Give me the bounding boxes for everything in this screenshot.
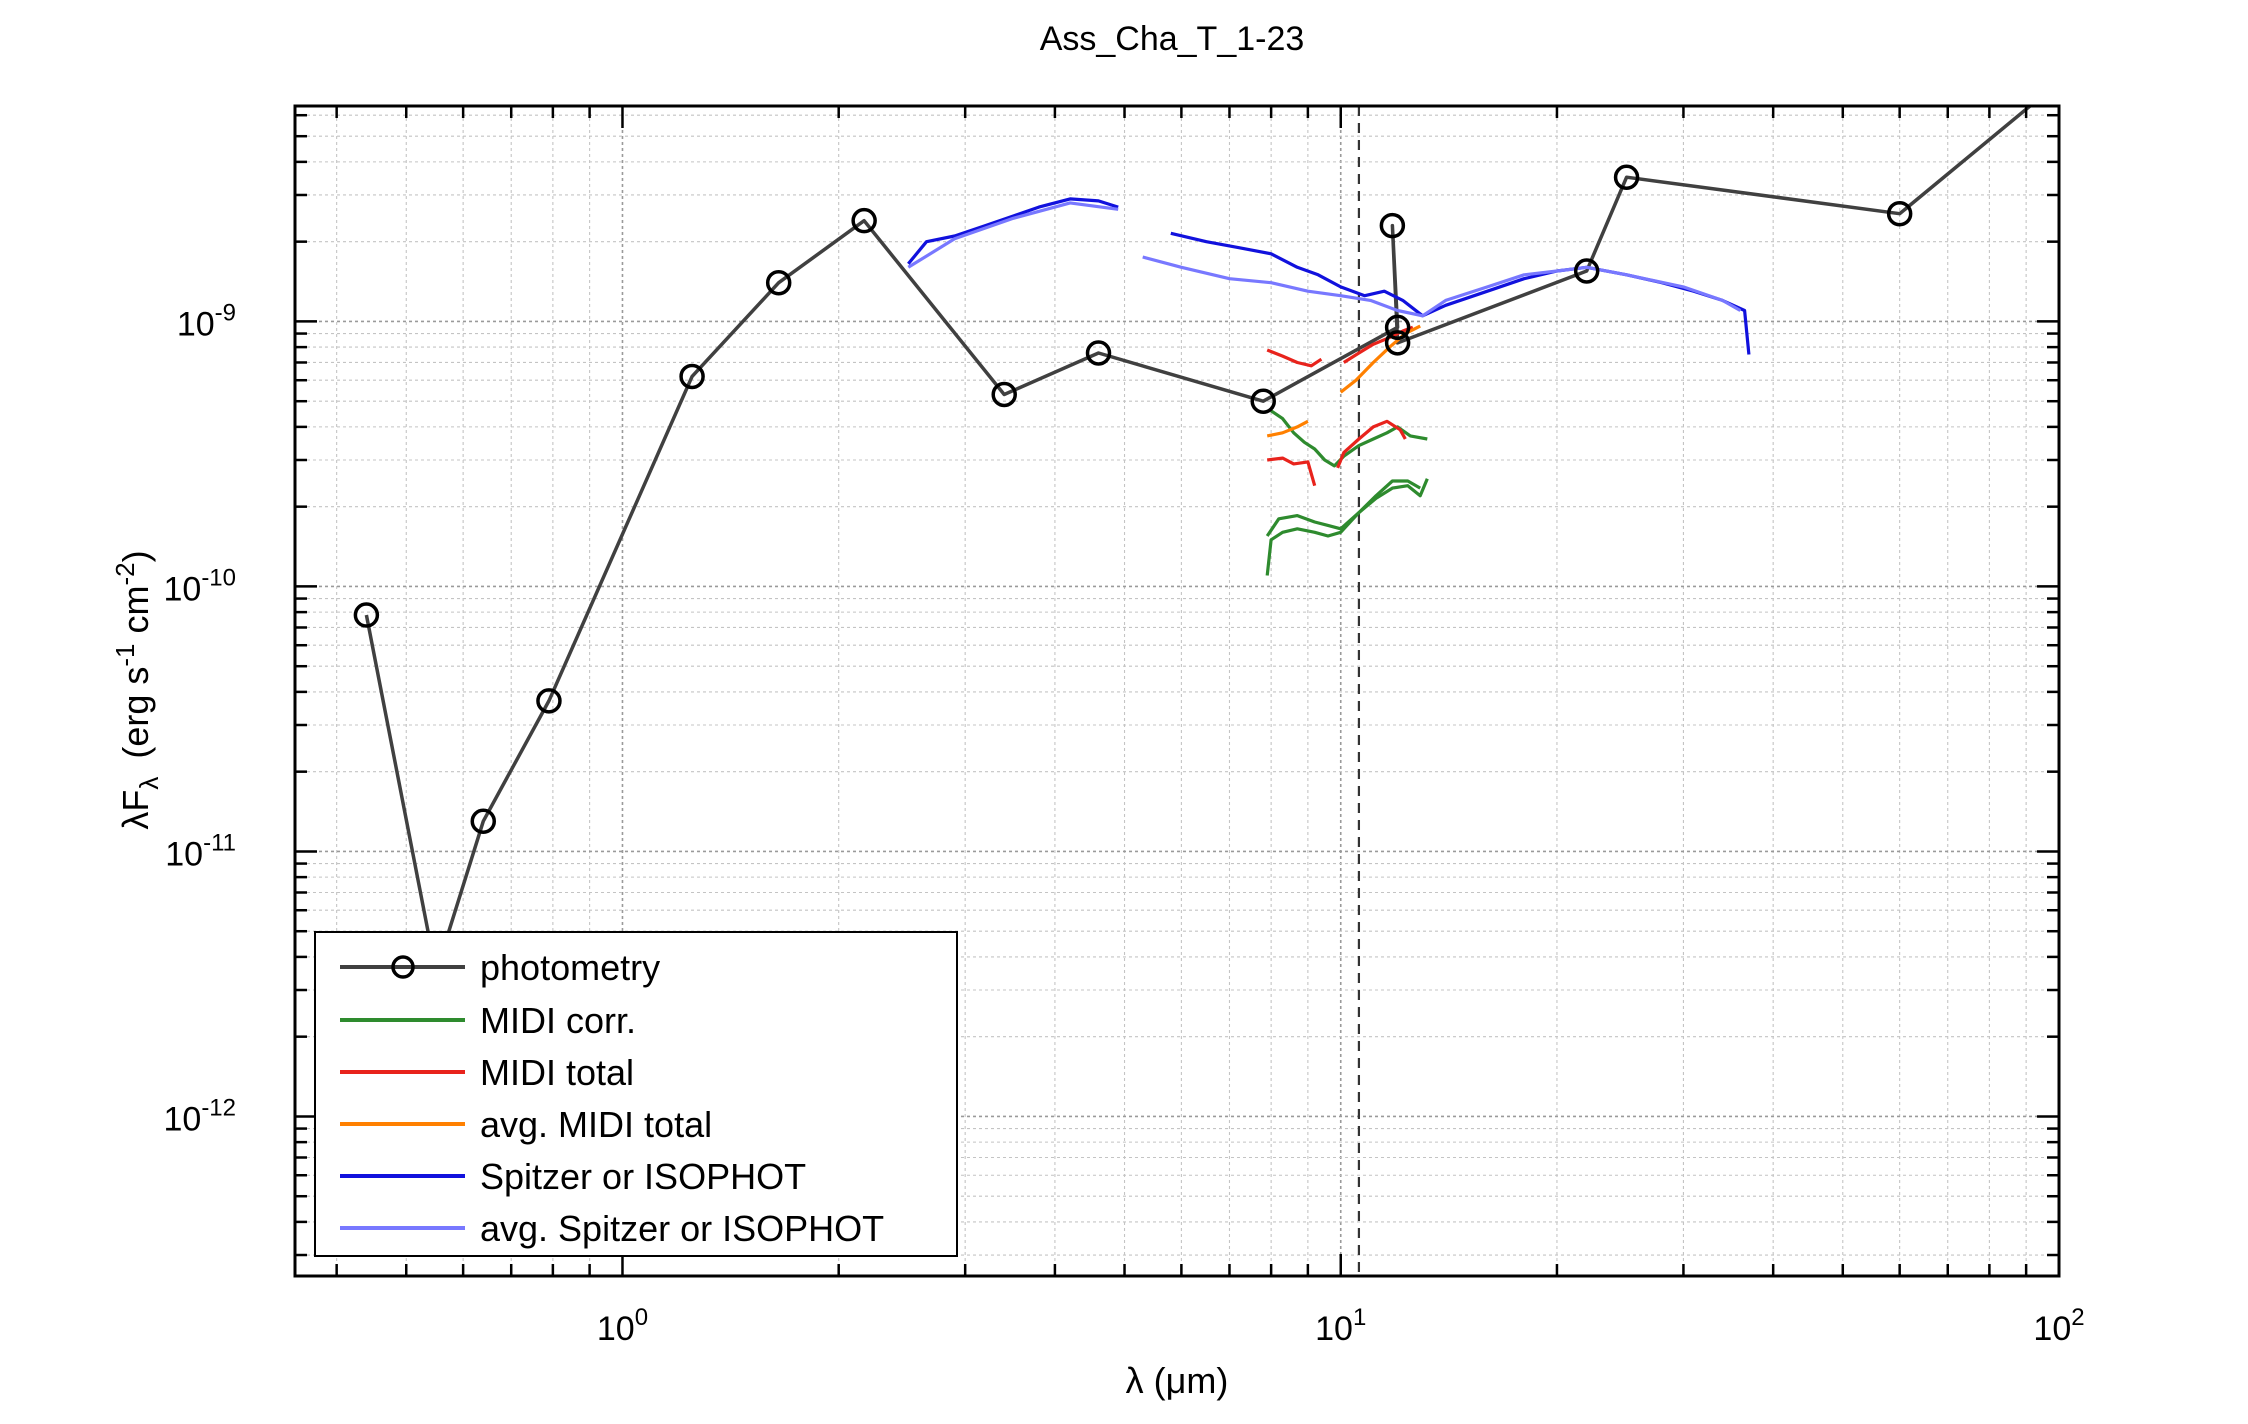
y-tick-label-exp: -12 <box>201 1094 236 1121</box>
photometry-point-marker <box>1573 258 1600 284</box>
y-tick-label: 10-12 <box>163 1094 236 1138</box>
photometry-point-marker <box>679 363 705 390</box>
legend-label-spitzer: Spitzer or ISOPHOT <box>480 1156 806 1197</box>
y-tick-label: 10-11 <box>165 829 236 873</box>
series-photometry-line <box>364 106 2033 975</box>
series-avg_spitzer-line <box>907 201 1119 269</box>
photometry-point-marker <box>470 808 497 834</box>
legend-label-midi-total: MIDI total <box>480 1052 634 1093</box>
x-tick-label-base: 10 <box>2033 1310 2071 1348</box>
series-midi_total-line <box>1342 325 1414 364</box>
y-tick-label-base: 10 <box>165 835 203 873</box>
y-axis-label-cm: cm <box>115 585 156 643</box>
y-axis-label-exp2: -2 <box>110 562 140 585</box>
legend-box <box>314 931 958 1257</box>
y-axis-label-exp1: -1 <box>110 643 140 666</box>
x-axis-label-main: λ ( <box>1126 1360 1166 1401</box>
y-tick-label-exp: -10 <box>201 564 236 591</box>
y-tick-label-exp: -11 <box>203 829 236 856</box>
legend: photometry MIDI corr. MIDI total avg. MI… <box>314 931 958 1257</box>
grid <box>295 106 2060 1276</box>
series-midi_corr-line <box>1265 478 1429 576</box>
x-axis-label: λ (μm) <box>1126 1360 1229 1401</box>
x-tick-label-exp: 0 <box>635 1304 648 1331</box>
series-midi_total-line <box>1267 456 1317 487</box>
photometry-point-marker <box>765 269 792 296</box>
x-tick-label-base: 10 <box>1315 1310 1353 1348</box>
y-axis-label-sub: λ <box>134 777 164 790</box>
series-midi_total-line <box>1266 348 1323 368</box>
series-midi_total-line <box>1336 419 1407 469</box>
legend-marker-photometry <box>391 955 415 979</box>
y-tick-label-base: 10 <box>163 1100 201 1138</box>
photometry-point-marker <box>991 381 1017 408</box>
photometry-point-marker <box>1886 200 1913 227</box>
legend-label-midi-corr: MIDI corr. <box>480 1000 636 1041</box>
y-axis-label-close: ) <box>115 550 156 562</box>
y-axis-label: λFλ (erg s-1 cm-2) <box>110 550 164 829</box>
x-tick-label: 100 <box>597 1304 648 1348</box>
y-axis-label-unit: (erg s <box>115 667 156 759</box>
x-axis-label-unit: m) <box>1186 1360 1228 1401</box>
x-tick-label: 101 <box>1315 1304 1366 1348</box>
y-tick-label: 10-10 <box>163 564 236 608</box>
photometry-point-marker <box>1384 330 1411 356</box>
y-tick-label: 10-9 <box>177 299 236 343</box>
x-tick-label-base: 10 <box>597 1310 635 1348</box>
marker-group <box>353 164 1913 986</box>
x-tick-label-exp: 2 <box>2071 1304 2084 1331</box>
photometry-point-marker <box>353 602 380 628</box>
photometry-point-marker <box>1379 212 1406 239</box>
legend-label-avg-midi-total: avg. MIDI total <box>480 1104 712 1145</box>
series-spitzer-line <box>1170 231 1751 355</box>
x-axis-label-prefix: μ <box>1166 1360 1187 1401</box>
photometry-point-marker <box>1250 388 1276 414</box>
series-avg_spitzer-line <box>1142 255 1742 318</box>
y-tick-label-base: 10 <box>163 570 201 608</box>
chart-title: Ass_Cha_T_1-23 <box>1040 20 1305 58</box>
x-tick-label-exp: 1 <box>1353 1304 1366 1331</box>
photometry-point-marker <box>1613 164 1640 190</box>
y-tick-label-base: 10 <box>177 305 215 343</box>
legend-label-avg-spitzer: avg. Spitzer or ISOPHOT <box>480 1208 884 1249</box>
series-avg_midi_total-line <box>1266 419 1309 438</box>
series-midi_corr-line <box>1265 479 1421 537</box>
y-tick-label-exp: -9 <box>215 299 236 326</box>
x-tick-label: 102 <box>2033 1304 2084 1348</box>
photometry-point-marker <box>1085 340 1112 366</box>
photometry-point-marker <box>536 688 562 714</box>
series-spitzer-line <box>907 197 1119 265</box>
series-group <box>364 106 2033 975</box>
photometry-point-marker <box>1384 314 1411 341</box>
y-axis-label-lambda: λF <box>115 790 156 830</box>
photometry-point-marker <box>851 207 877 234</box>
legend-label-photometry: photometry <box>480 947 660 988</box>
